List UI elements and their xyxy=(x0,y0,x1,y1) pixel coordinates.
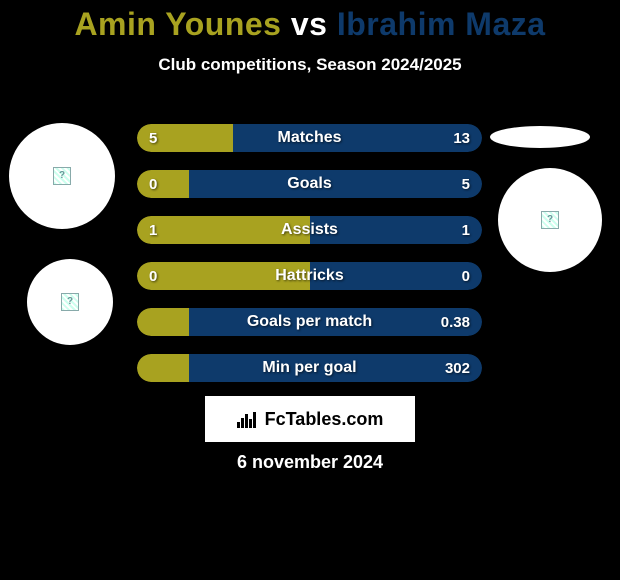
stat-value-right: 302 xyxy=(445,354,470,382)
stat-value-left: 0 xyxy=(149,170,157,198)
stat-value-right: 0.38 xyxy=(441,308,470,336)
stat-bar-left xyxy=(137,262,310,290)
stat-bar-left xyxy=(137,170,189,198)
stat-value-right: 1 xyxy=(462,216,470,244)
stat-bar-right xyxy=(189,170,482,198)
stat-bar-right xyxy=(310,216,483,244)
stat-value-left: 5 xyxy=(149,124,157,152)
stat-row: 513Matches xyxy=(137,124,482,152)
stat-bar-right xyxy=(233,124,482,152)
stat-bar-left xyxy=(137,308,189,336)
stats-container: 513Matches05Goals11Assists00Hattricks0.3… xyxy=(137,124,482,400)
stat-value-left: 0 xyxy=(149,262,157,290)
player-right-name: Ibrahim Maza xyxy=(337,6,546,42)
player-avatar-placeholder xyxy=(27,259,113,345)
stat-value-right: 0 xyxy=(462,262,470,290)
player-left-name: Amin Younes xyxy=(74,6,281,42)
title-vs: vs xyxy=(291,6,328,42)
stat-value-right: 5 xyxy=(462,170,470,198)
stat-value-left: 1 xyxy=(149,216,157,244)
footer-date: 6 november 2024 xyxy=(0,452,620,473)
stat-bar-left xyxy=(137,354,189,382)
image-placeholder-icon xyxy=(541,211,559,229)
decorative-ellipse xyxy=(490,126,590,148)
stat-row: 11Assists xyxy=(137,216,482,244)
stat-bar-right xyxy=(189,308,482,336)
stat-bar-right xyxy=(310,262,483,290)
brand-text: FcTables.com xyxy=(265,409,384,430)
stat-bar-right xyxy=(189,354,482,382)
comparison-title: Amin Younes vs Ibrahim Maza xyxy=(0,0,620,43)
stat-row: 00Hattricks xyxy=(137,262,482,290)
stat-row: 302Min per goal xyxy=(137,354,482,382)
stat-value-right: 13 xyxy=(453,124,470,152)
image-placeholder-icon xyxy=(61,293,79,311)
player-avatar-placeholder xyxy=(9,123,115,229)
stat-bar-left xyxy=(137,216,310,244)
stat-row: 05Goals xyxy=(137,170,482,198)
brand-badge: FcTables.com xyxy=(205,396,415,442)
brand-bars-icon xyxy=(237,410,259,428)
player-avatar-placeholder xyxy=(498,168,602,272)
image-placeholder-icon xyxy=(53,167,71,185)
stat-row: 0.38Goals per match xyxy=(137,308,482,336)
comparison-subtitle: Club competitions, Season 2024/2025 xyxy=(0,55,620,75)
